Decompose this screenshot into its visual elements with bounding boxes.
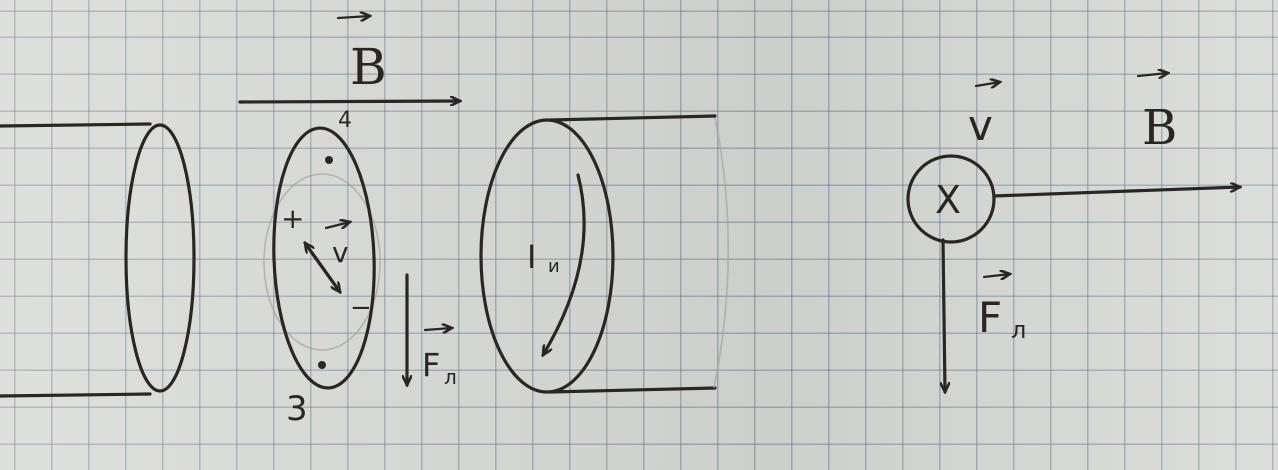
b-right-label: B bbox=[1142, 100, 1177, 156]
left-cylinder-top-edge bbox=[0, 122, 152, 128]
left-cylinder bbox=[0, 122, 196, 398]
lorentz-force-center: F л bbox=[407, 273, 457, 389]
current-arrow bbox=[541, 173, 586, 355]
right-cylinder-top-edge bbox=[548, 114, 717, 122]
b-arrow-top bbox=[238, 101, 460, 102]
b-top-label: B bbox=[350, 38, 387, 96]
right-cylinder: I и bbox=[479, 114, 730, 394]
velocity-center-label: v bbox=[332, 236, 349, 269]
velocity-right-label: v bbox=[968, 101, 993, 150]
left-cylinder-face bbox=[124, 123, 196, 393]
particle-circle bbox=[906, 154, 996, 244]
force-center-vector-mark bbox=[423, 328, 452, 330]
b-top-vector-mark bbox=[336, 16, 370, 18]
disc-outline bbox=[272, 126, 376, 390]
plus-sign: + bbox=[281, 202, 304, 235]
disc-ghost-outline bbox=[263, 173, 381, 351]
middle-disc: 4 3 + − v bbox=[263, 108, 381, 429]
velocity-center-vector-mark bbox=[324, 222, 350, 228]
current-label: I bbox=[527, 238, 536, 276]
velocity-right-vector-mark bbox=[974, 82, 1000, 86]
right-cylinder-face bbox=[479, 118, 615, 394]
cross-symbol: X bbox=[935, 178, 961, 222]
magnetic-field-top: B bbox=[238, 16, 460, 102]
current-subscript: и bbox=[548, 256, 560, 277]
b-arrow-right bbox=[992, 187, 1240, 198]
b-right-vector-mark bbox=[1136, 73, 1168, 76]
force-right-label: F bbox=[978, 293, 1002, 342]
point-3-label: 3 bbox=[286, 389, 308, 429]
force-right-subscript: л bbox=[1011, 316, 1026, 344]
left-cylinder-bottom-edge bbox=[0, 392, 152, 398]
point-4-dot bbox=[325, 156, 333, 164]
right-cylinder-back-edge bbox=[713, 117, 730, 389]
force-center-subscript: л bbox=[444, 365, 457, 389]
force-right-vector-mark bbox=[982, 274, 1010, 277]
right-cylinder-bottom-edge bbox=[548, 386, 717, 394]
minus-sign: − bbox=[350, 293, 372, 323]
force-right-arrow bbox=[943, 238, 945, 392]
point-3-dot bbox=[318, 361, 326, 369]
point-4-label: 4 bbox=[338, 108, 352, 133]
particle-diagram: X v B F л bbox=[906, 73, 1240, 392]
disc-diagonal-arrow-back bbox=[310, 251, 340, 292]
force-center-label: F bbox=[422, 346, 440, 384]
